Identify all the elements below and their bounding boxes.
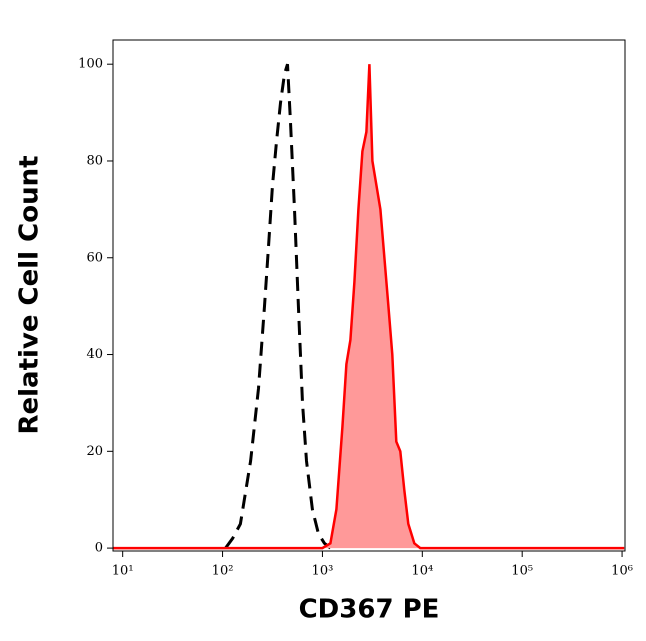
y-axis-title: Relative Cell Count [15,155,45,434]
y-tick-label: 0 [95,541,103,556]
y-tick-label: 80 [86,153,103,168]
histogram-line [224,63,332,550]
histogram-line [113,64,625,550]
x-tick-label: 10¹ [112,564,134,579]
histogram-fill [113,64,625,549]
y-tick-label: 100 [78,57,103,72]
x-tick-label: 10⁶ [611,564,633,579]
y-tick-label: 20 [86,444,103,459]
y-tick-label: 40 [86,347,103,362]
x-tick-label: 10⁴ [411,564,433,579]
x-axis-title: CD367 PE [299,595,440,625]
x-tick-label: 10² [212,564,234,579]
x-tick-label: 10⁵ [511,564,533,579]
x-tick-label: 10³ [312,564,334,579]
y-tick-label: 60 [86,250,103,265]
plot-frame [112,39,626,552]
